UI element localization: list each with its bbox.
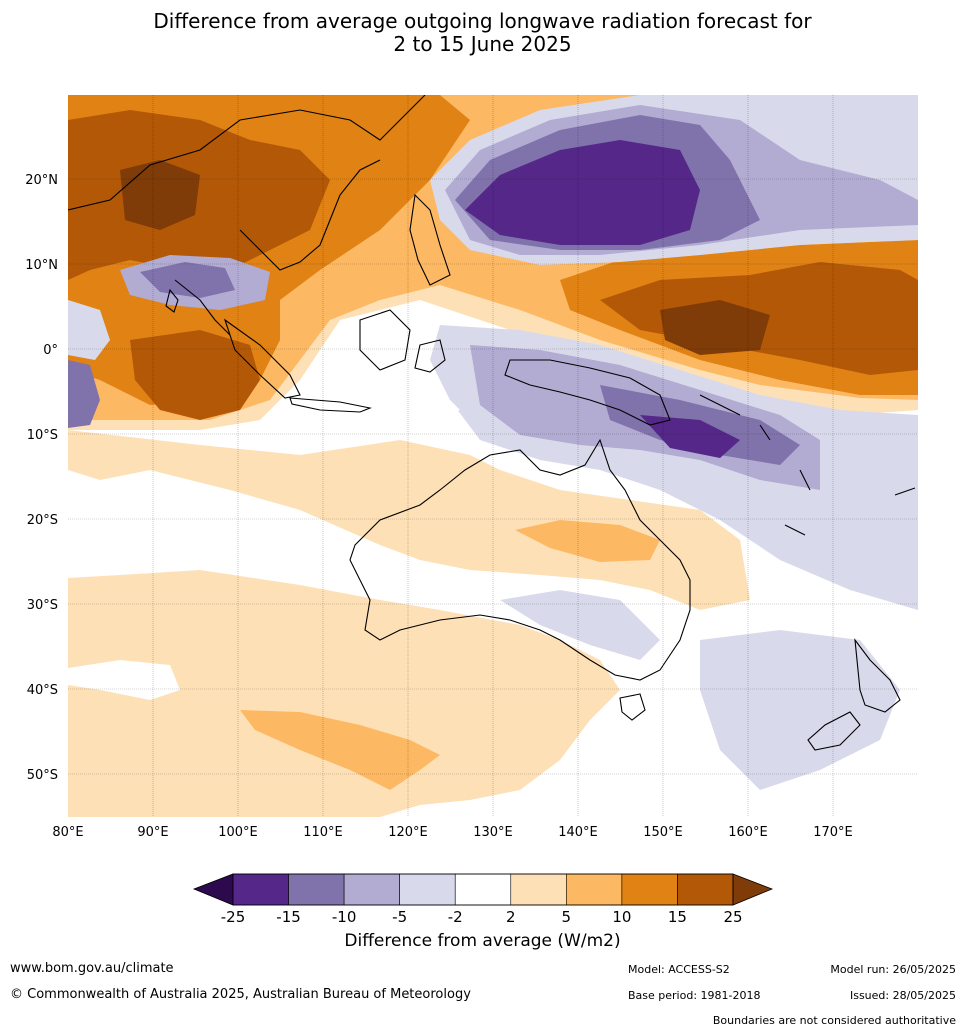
coastlines [68,95,916,751]
lat-label-10n: 10°N [25,258,58,273]
longitude-labels: 80°E 90°E 100°E 110°E 120°E 130°E 140°E … [52,825,852,840]
colorbar-tick-label: -5 [392,908,407,926]
anomaly-region-south-white [68,660,180,700]
colorbar-bins [232,873,734,906]
map-field [68,95,918,817]
sulawesi-outline [414,339,446,373]
colorbar-title: Difference from average (W/m2) [344,931,621,951]
new-zealand-north-outline [854,638,901,713]
pacific-islands-outline [699,394,916,536]
colorbar-bin [566,873,623,906]
anomaly-region-swpacific-strong-purple [640,415,740,458]
colorbar-bin [343,873,400,906]
lon-label-120e: 120°E [388,825,428,840]
colorbar-above-max-arrow [732,873,774,906]
colorbar-tick-label: 25 [723,908,742,926]
anomaly-region-indian-ocean-dark [130,330,260,420]
asia-mainland-outline [68,95,426,336]
anomaly-region-australia-medium [515,520,660,562]
lon-label-150e: 150°E [643,825,683,840]
footer-copyright: © Commonwealth of Australia 2025, Austra… [10,987,471,1002]
tasmania-outline [619,693,646,721]
title-line-2: 2 to 15 June 2025 [393,32,572,56]
lat-label-40s: 40°S [27,683,58,698]
footer-base-period: Base period: 1981-2018 [628,989,761,1002]
lon-label-110e: 110°E [303,825,343,840]
anomaly-region-pacific-darkest [660,300,770,355]
philippines-outline [409,193,451,286]
colorbar-below-min-arrow [192,873,234,906]
colorbar-bin [621,873,678,906]
lon-label-160e: 160°E [728,825,768,840]
lon-label-170e: 170°E [813,825,853,840]
lat-label-20n: 20°N [25,173,58,188]
lat-label-10s: 10°S [27,428,58,443]
chart-title: Difference from average outgoing longwav… [0,10,965,56]
colorbar-tick-label: 5 [562,908,572,926]
anomaly-region-indonesia-white [320,360,460,420]
lon-label-140e: 140°E [558,825,598,840]
lon-label-130e: 130°E [473,825,513,840]
colorbar-bin [232,873,289,906]
footer-disclaimer: Boundaries are not considered authoritat… [712,1014,956,1027]
colorbar: -25 -15 -10 -5 -2 2 5 10 15 25 [192,873,774,926]
lat-label-50s: 50°S [27,768,58,783]
colorbar-bin [454,873,512,906]
colorbar-tick-label: -2 [448,908,463,926]
colorbar-tick-label: -15 [276,908,301,926]
lat-label-20s: 20°S [27,513,58,528]
java-outline [289,397,372,413]
colorbar-tick-label: -10 [332,908,357,926]
title-line-1: Difference from average outgoing longwav… [153,9,812,33]
lat-label-0: 0° [43,343,58,358]
colorbar-frame [232,873,734,906]
colorbar-bin [677,873,734,906]
lon-label-100e: 100°E [218,825,258,840]
colorbar-tick-label: -25 [221,908,246,926]
australia-outline [349,438,691,681]
lon-label-80e: 80°E [52,825,83,840]
colorbar-tick-label: 15 [668,908,687,926]
colorbar-tick-label: 2 [506,908,516,926]
sumatra-outline [223,318,301,399]
anomaly-region-west-indian-purple [68,360,100,428]
colorbar-bin [510,873,567,906]
lat-label-30s: 30°S [27,598,58,613]
footer-website: www.bom.gov.au/climate [10,961,174,976]
anomaly-region-india-dark [68,110,330,280]
anomaly-region-tasman-pale-purple [700,630,900,790]
colorbar-tick-labels: -25 -15 -10 -5 -2 2 5 10 15 25 [221,908,743,926]
footer-issued: Issued: 28/05/2025 [849,989,956,1002]
footer-model: Model: ACCESS-S2 [628,963,730,976]
anomaly-region-australia-pale [68,430,750,610]
latitude-labels: 20°N 10°N 0° 10°S 20°S 30°S 40°S 50°S [25,173,58,783]
borneo-outline [359,309,411,371]
anomaly-region-south-pale [68,570,620,817]
sri-lanka-outline [165,288,179,313]
anomaly-region-south-medium [240,710,440,790]
footer-model-run: Model run: 26/05/2025 [830,963,956,976]
new-zealand-south-outline [807,711,861,751]
anomaly-region-bengal-strong-purple [140,262,235,298]
anomaly-region-india-darkest [120,160,200,230]
colorbar-bin [399,873,456,906]
lon-label-90e: 90°E [137,825,168,840]
anomaly-region-nwpacific-strong-purple [465,140,700,245]
graticule [68,95,918,817]
colorbar-tick-label: 10 [612,908,631,926]
colorbar-bin [288,873,345,906]
anomaly-region-southeast-pale-purple [500,590,660,660]
anomaly-region-west-indian-pale-purple [68,300,110,360]
new-guinea-outline [504,359,671,426]
